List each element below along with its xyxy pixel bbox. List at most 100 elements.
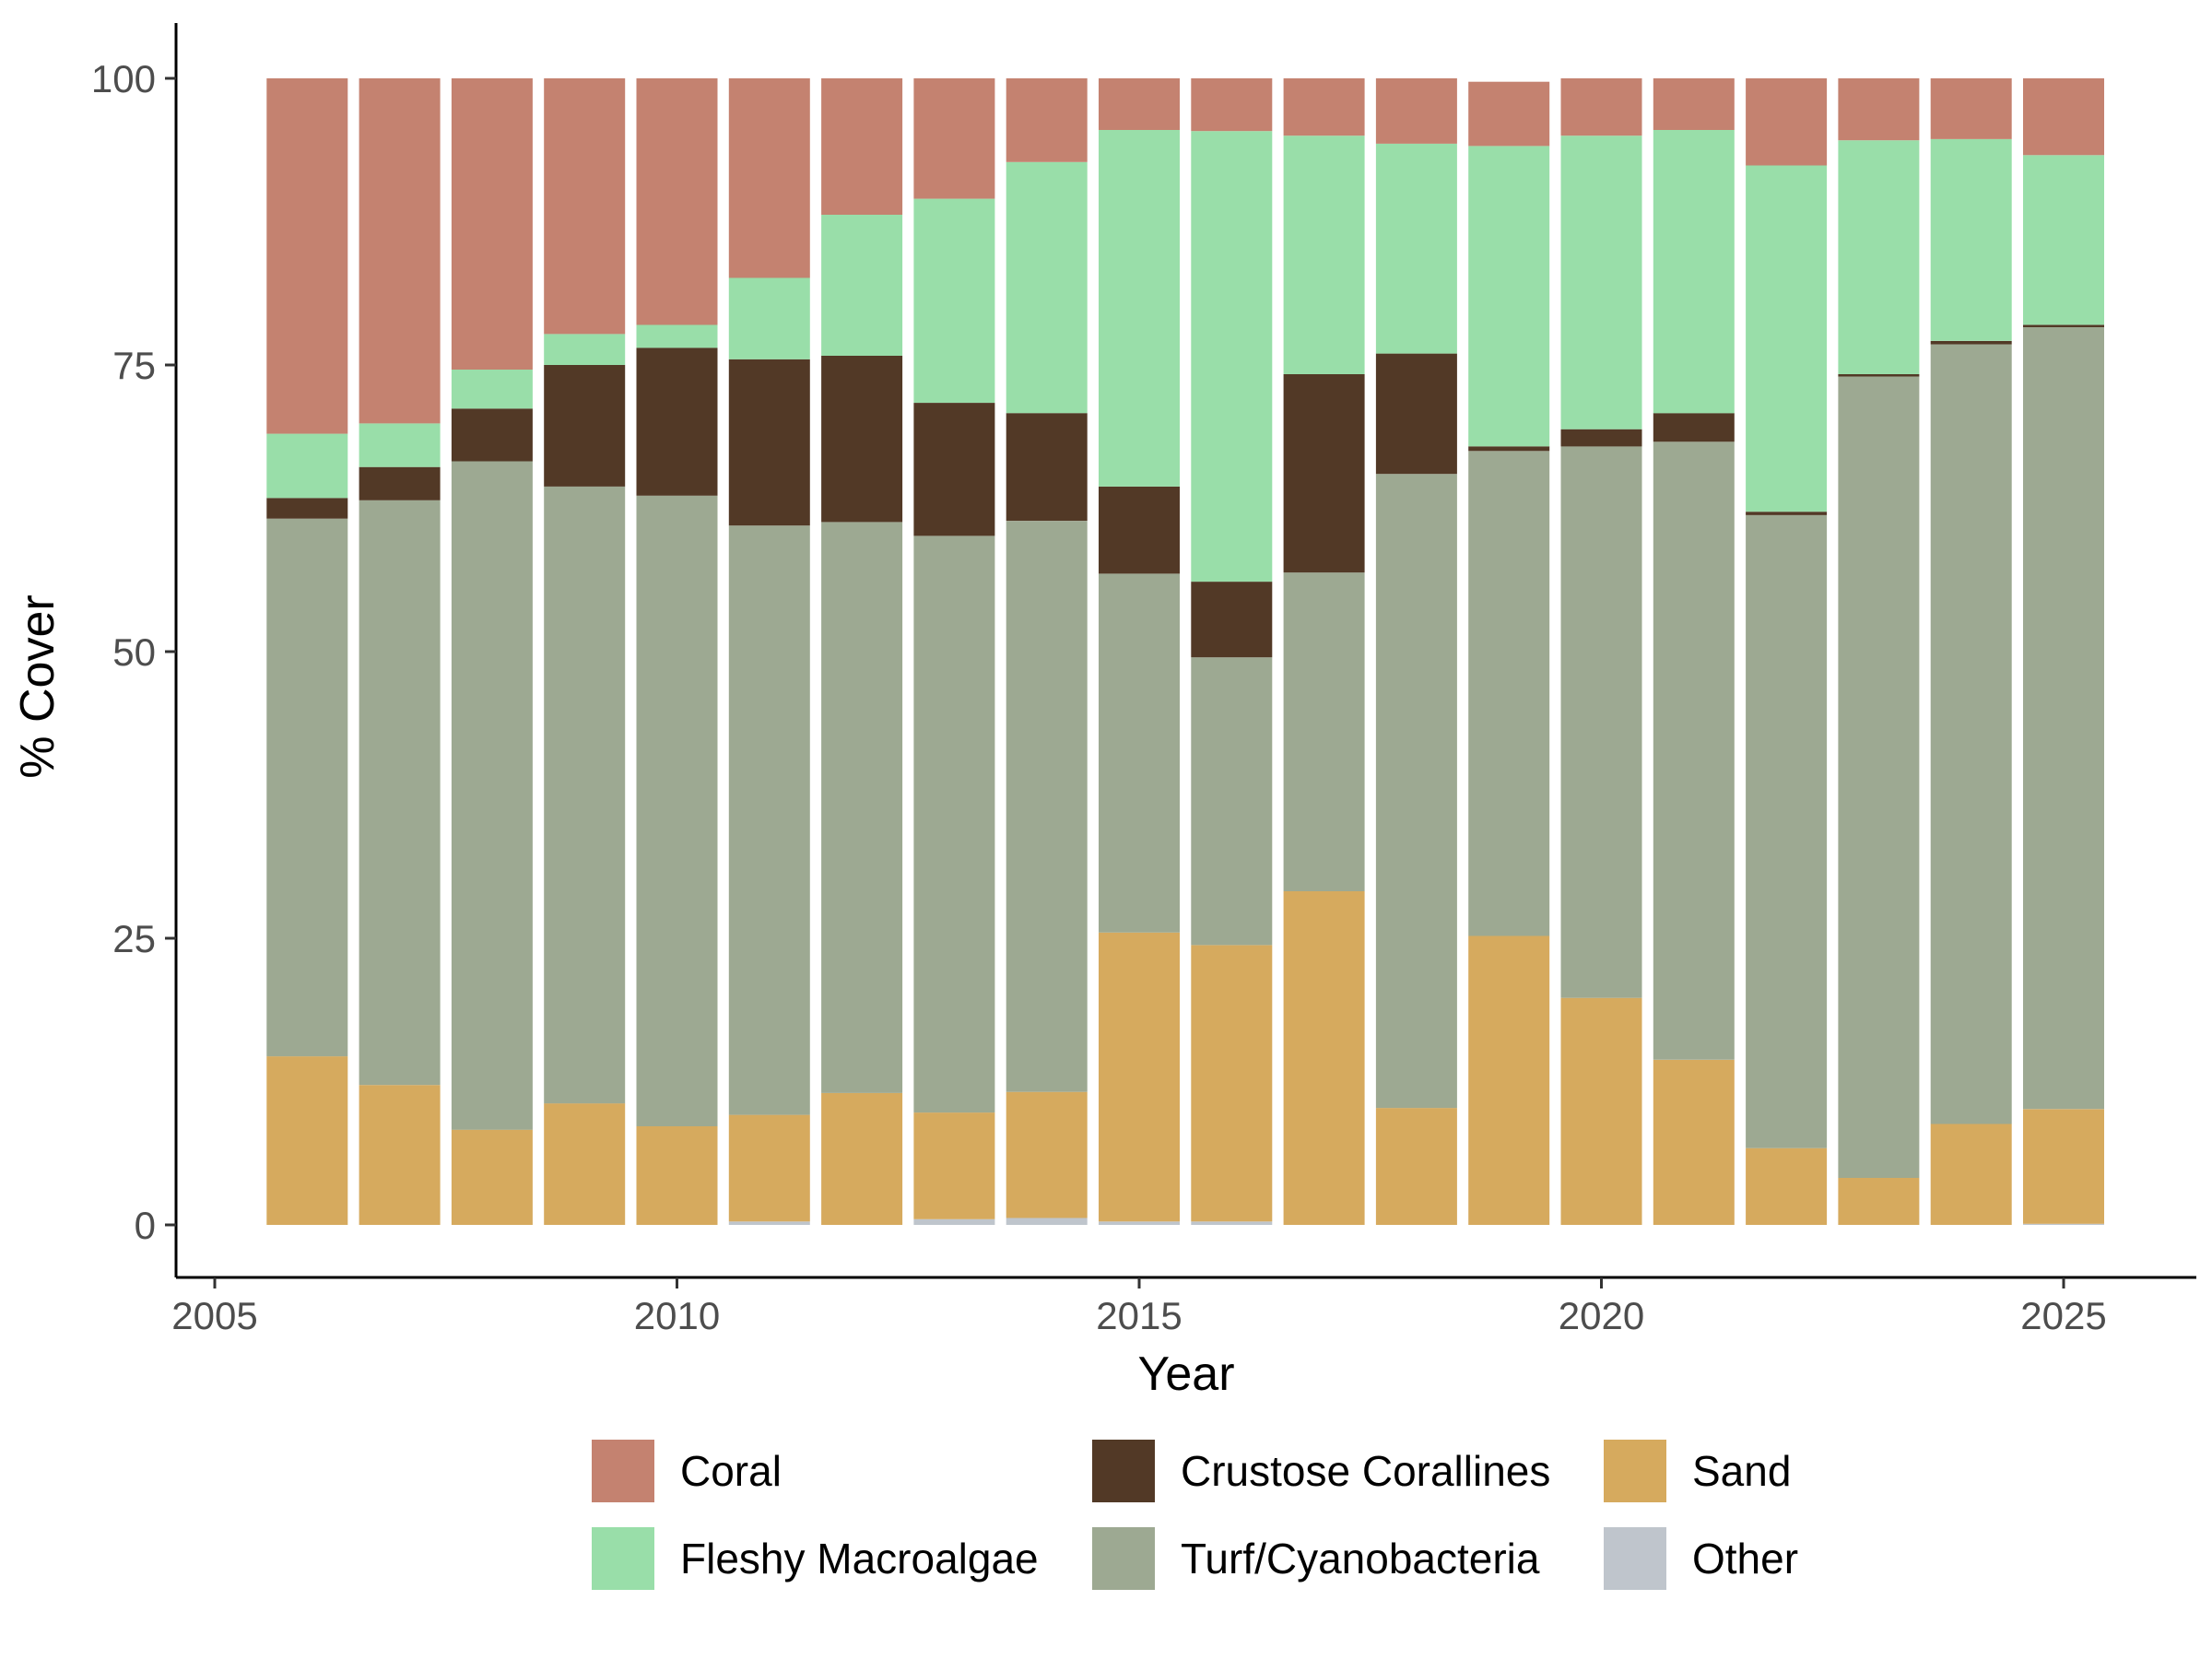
bar-segment-coral-2020 — [1560, 78, 1642, 136]
bar-segment-crustose-corallines-2021 — [1653, 413, 1735, 442]
bar-segment-other-2016 — [1191, 1221, 1273, 1225]
bar-segment-sand-2018 — [1375, 1108, 1457, 1225]
legend-label: Sand — [1692, 1447, 1791, 1495]
bar-segment-fleshy-macroalgae-2014 — [1006, 161, 1088, 414]
bar-segment-sand-2023 — [1838, 1178, 1920, 1225]
bar-segment-coral-2010 — [636, 78, 718, 325]
y-tick-label: 75 — [112, 344, 156, 387]
bar-segment-fleshy-macroalgae-2012 — [821, 215, 903, 356]
bar-segment-sand-2013 — [913, 1112, 995, 1219]
bar-segment-fleshy-macroalgae-2007 — [359, 423, 441, 467]
bar-segment-turf-cyanobacteria-2017 — [1283, 572, 1365, 891]
bar-segment-sand-2006 — [266, 1056, 348, 1225]
bar-segment-fleshy-macroalgae-2022 — [1746, 165, 1828, 512]
bar-segment-turf-cyanobacteria-2022 — [1746, 515, 1828, 1148]
bar-segment-sand-2024 — [1930, 1124, 2012, 1225]
bar-segment-fleshy-macroalgae-2025 — [2023, 155, 2104, 325]
bar-segment-crustose-corallines-2011 — [728, 359, 810, 526]
bar-segment-fleshy-macroalgae-2015 — [1099, 130, 1180, 487]
bars-layer — [266, 78, 2104, 1225]
bar-segment-crustose-corallines-2018 — [1375, 353, 1457, 475]
bar-segment-fleshy-macroalgae-2009 — [544, 334, 626, 365]
legend: Coral Crustose Corallines Sand Fleshy Macro… — [592, 1440, 1798, 1590]
bar-segment-turf-cyanobacteria-2011 — [728, 525, 810, 1115]
bar-segment-sand-2010 — [636, 1126, 718, 1225]
bar-segment-crustose-corallines-2017 — [1283, 374, 1365, 573]
x-tick-label: 2020 — [1559, 1294, 1644, 1337]
legend-swatch-other — [1604, 1527, 1666, 1590]
bar-segment-sand-2015 — [1099, 932, 1180, 1222]
bar-segment-coral-2017 — [1283, 78, 1365, 136]
bar-segment-turf-cyanobacteria-2019 — [1468, 451, 1550, 936]
bar-segment-other-2013 — [913, 1218, 995, 1225]
legend-label: Crustose Corallines — [1181, 1447, 1550, 1495]
bar-segment-coral-2021 — [1653, 78, 1735, 130]
bar-segment-fleshy-macroalgae-2008 — [451, 370, 533, 409]
bar-segment-other-2025 — [2023, 1223, 2104, 1225]
bar-segment-turf-cyanobacteria-2015 — [1099, 573, 1180, 933]
bar-segment-fleshy-macroalgae-2010 — [636, 324, 718, 348]
bar-segment-coral-2022 — [1746, 78, 1828, 166]
bar-segment-crustose-corallines-2012 — [821, 356, 903, 523]
y-tick-label: 100 — [91, 57, 156, 100]
bar-segment-coral-2025 — [2023, 78, 2104, 156]
bar-segment-other-2015 — [1099, 1221, 1180, 1225]
bar-segment-turf-cyanobacteria-2016 — [1191, 657, 1273, 946]
bar-segment-crustose-corallines-2022 — [1746, 512, 1828, 515]
legend-swatch-coral — [592, 1440, 654, 1502]
bar-segment-fleshy-macroalgae-2013 — [913, 198, 995, 403]
legend-label: Coral — [680, 1447, 782, 1495]
bar-segment-other-2014 — [1006, 1218, 1088, 1225]
bar-segment-fleshy-macroalgae-2020 — [1560, 135, 1642, 429]
bar-segment-turf-cyanobacteria-2008 — [451, 461, 533, 1130]
bar-segment-fleshy-macroalgae-2017 — [1283, 135, 1365, 374]
bar-segment-turf-cyanobacteria-2023 — [1838, 376, 1920, 1178]
x-tick-label: 2005 — [171, 1294, 257, 1337]
bar-segment-fleshy-macroalgae-2021 — [1653, 130, 1735, 414]
bar-segment-coral-2009 — [544, 78, 626, 335]
bar-segment-turf-cyanobacteria-2012 — [821, 522, 903, 1093]
bar-segment-sand-2019 — [1468, 935, 1550, 1225]
bar-segment-other-2011 — [728, 1221, 810, 1225]
x-axis-title: Year — [1137, 1347, 1234, 1401]
bar-segment-coral-2007 — [359, 78, 441, 424]
bar-segment-coral-2011 — [728, 78, 810, 278]
bar-segment-coral-2019 — [1468, 81, 1550, 147]
legend-swatch-fleshy-macroalgae — [592, 1527, 654, 1590]
x-tick-label: 2015 — [1096, 1294, 1182, 1337]
bar-segment-crustose-corallines-2008 — [451, 408, 533, 462]
bar-segment-crustose-corallines-2015 — [1099, 486, 1180, 574]
bar-segment-turf-cyanobacteria-2014 — [1006, 521, 1088, 1092]
bar-segment-coral-2012 — [821, 78, 903, 215]
bar-segment-coral-2018 — [1375, 78, 1457, 144]
bar-segment-crustose-corallines-2006 — [266, 498, 348, 519]
bar-segment-crustose-corallines-2013 — [913, 403, 995, 536]
legend-swatch-sand — [1604, 1440, 1666, 1502]
bar-segment-sand-2007 — [359, 1085, 441, 1225]
bar-segment-turf-cyanobacteria-2020 — [1560, 446, 1642, 998]
bar-segment-coral-2023 — [1838, 78, 1920, 141]
bar-segment-fleshy-macroalgae-2011 — [728, 277, 810, 359]
y-tick-label: 50 — [112, 630, 156, 674]
y-tick-label: 0 — [135, 1204, 156, 1247]
bar-segment-turf-cyanobacteria-2021 — [1653, 441, 1735, 1060]
bar-segment-fleshy-macroalgae-2024 — [1930, 138, 2012, 341]
bar-segment-fleshy-macroalgae-2018 — [1375, 143, 1457, 354]
bar-segment-sand-2020 — [1560, 997, 1642, 1225]
legend-swatch-crustose-corallines — [1092, 1440, 1155, 1502]
legend-label: Fleshy Macroalgae — [680, 1535, 1039, 1583]
bar-segment-fleshy-macroalgae-2019 — [1468, 146, 1550, 447]
bar-segment-sand-2012 — [821, 1092, 903, 1225]
bar-segment-crustose-corallines-2024 — [1930, 340, 2012, 345]
bar-segment-coral-2008 — [451, 78, 533, 370]
legend-label: Turf/Cyanobacteria — [1181, 1535, 1540, 1583]
bar-segment-turf-cyanobacteria-2018 — [1375, 474, 1457, 1109]
bar-segment-crustose-corallines-2014 — [1006, 413, 1088, 522]
y-ticks: 0 25 50 75 100 — [91, 57, 176, 1247]
bar-segment-sand-2022 — [1746, 1147, 1828, 1225]
bar-segment-fleshy-macroalgae-2023 — [1838, 140, 1920, 374]
bar-segment-crustose-corallines-2019 — [1468, 446, 1550, 452]
x-ticks: 2005 2010 2015 2020 2025 — [171, 1277, 2107, 1337]
bar-segment-fleshy-macroalgae-2006 — [266, 433, 348, 499]
